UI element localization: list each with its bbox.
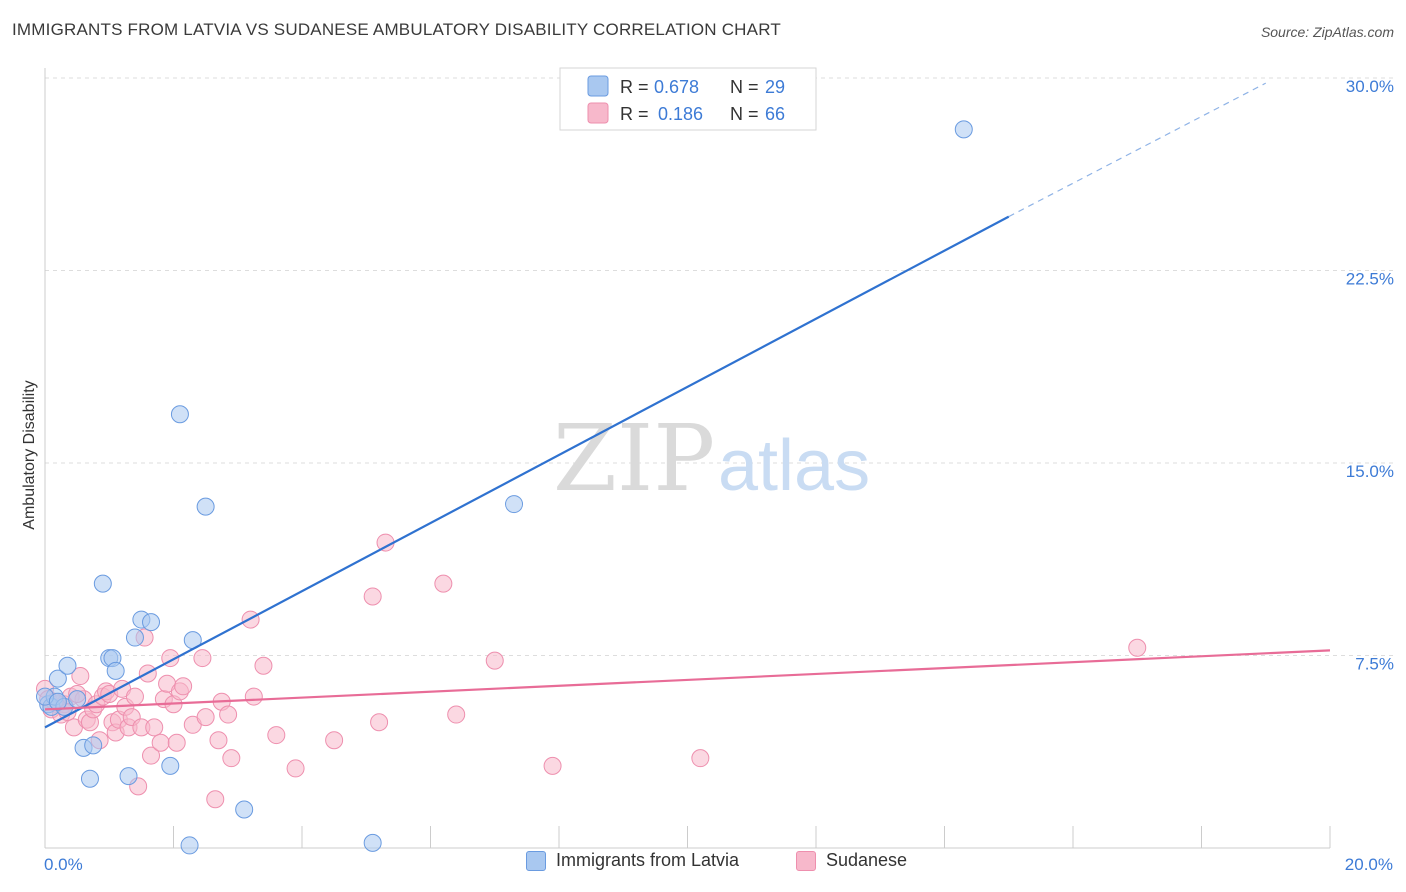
sudanese-point-61	[691, 749, 710, 768]
watermark-atlas: atlas	[718, 426, 870, 506]
latvia-point-3	[48, 669, 67, 688]
sudanese-point-37	[167, 733, 186, 752]
bottom-legend-latvia-label: Immigrants from Latvia	[556, 850, 740, 870]
watermark: ZIP atlas	[553, 405, 870, 512]
legend-n-label-2: N =	[730, 104, 759, 124]
latvia-point-5	[58, 656, 77, 675]
axes	[44, 68, 1331, 849]
bottom-legend: Immigrants from Latvia Sudanese	[0, 850, 1406, 878]
chart-source: Source: ZipAtlas.com	[1260, 24, 1394, 40]
latvia-point-25	[505, 495, 524, 514]
y-tick-label-2: 22.5%	[1346, 270, 1394, 289]
latvia-point-15	[125, 628, 144, 647]
latvia-point-24	[363, 833, 382, 852]
sudanese-point-54	[363, 587, 382, 606]
legend-swatch-pink	[587, 102, 609, 124]
sudanese-point-51	[267, 726, 286, 745]
sudanese-point-42	[196, 708, 215, 727]
latvia-point-26	[954, 120, 973, 139]
bottom-legend-sudanese-swatch	[796, 850, 816, 871]
legend-r-label-2: R =	[620, 104, 649, 124]
legend-r-label-1: R =	[620, 77, 649, 97]
latvia-point-23	[235, 800, 254, 819]
sudanese-points	[36, 533, 1147, 809]
sudanese-point-8	[71, 667, 90, 686]
tick-labels: 7.5% 15.0% 22.5% 30.0% 0.0% 20.0%	[44, 77, 1394, 874]
y-tick-label-1: 15.0%	[1346, 462, 1394, 481]
legend-box: R = 0.678 N = 29 R = 0.186 N = 66	[559, 67, 817, 131]
trend-lines	[44, 82, 1331, 729]
latvia-trend-line	[44, 215, 1010, 729]
latvia-point-6	[68, 690, 87, 709]
latvia-point-8	[84, 736, 103, 755]
legend-n-value-1: 29	[765, 77, 785, 97]
sudanese-point-30	[142, 746, 161, 765]
y-tick-label-3: 30.0%	[1346, 77, 1394, 96]
bottom-legend-latvia-swatch	[526, 850, 546, 871]
y-tick-label-0: 7.5%	[1355, 655, 1394, 674]
sudanese-point-44	[209, 731, 228, 750]
latvia-trend-extension	[1008, 82, 1267, 218]
bottom-legend-sudanese: Sudanese	[796, 850, 907, 871]
chart-title: IMMIGRANTS FROM LATVIA VS SUDANESE AMBUL…	[12, 20, 781, 39]
sudanese-point-31	[145, 718, 164, 737]
sudanese-point-50	[254, 656, 273, 675]
sudanese-point-52	[286, 759, 305, 778]
sudanese-point-53	[325, 731, 344, 750]
latvia-points	[36, 120, 973, 855]
sudanese-point-57	[434, 574, 453, 593]
latvia-point-19	[170, 405, 189, 424]
x-tick-label-0: 0.0%	[44, 855, 83, 874]
latvia-point-22	[196, 497, 215, 516]
latvia-point-28	[48, 692, 67, 711]
sudanese-point-39	[174, 677, 193, 696]
sudanese-point-47	[222, 749, 241, 768]
sudanese-point-62	[1128, 638, 1147, 657]
x-tick-label-1: 20.0%	[1345, 855, 1393, 874]
sudanese-point-25	[125, 687, 144, 706]
sudanese-point-32	[151, 733, 170, 752]
bottom-legend-sudanese-label: Sudanese	[826, 850, 908, 870]
latvia-point-14	[119, 767, 138, 786]
watermark-zip: ZIP	[553, 405, 715, 512]
legend-n-value-2: 66	[765, 104, 785, 124]
legend-swatch-blue	[587, 75, 609, 97]
grid-lines	[45, 77, 1395, 656]
sudanese-trend-line	[44, 649, 1331, 711]
latvia-point-9	[80, 769, 99, 788]
sudanese-point-58	[447, 705, 466, 724]
latvia-point-13	[106, 661, 125, 680]
sudanese-point-60	[543, 756, 562, 775]
legend-r-value-2: 0.186	[658, 104, 703, 124]
latvia-point-20	[180, 836, 199, 855]
bottom-legend-latvia: Immigrants from Latvia	[526, 850, 739, 871]
sudanese-point-59	[485, 651, 504, 670]
latvia-point-17	[142, 613, 161, 632]
sudanese-point-43	[206, 790, 225, 809]
sudanese-point-56	[370, 713, 389, 732]
legend-n-label-1: N =	[730, 77, 759, 97]
latvia-point-18	[161, 756, 180, 775]
sudanese-point-46	[219, 705, 238, 724]
legend-r-value-1: 0.678	[654, 77, 699, 97]
sudanese-point-49	[244, 687, 263, 706]
latvia-point-10	[93, 574, 112, 593]
sudanese-point-41	[193, 649, 212, 668]
